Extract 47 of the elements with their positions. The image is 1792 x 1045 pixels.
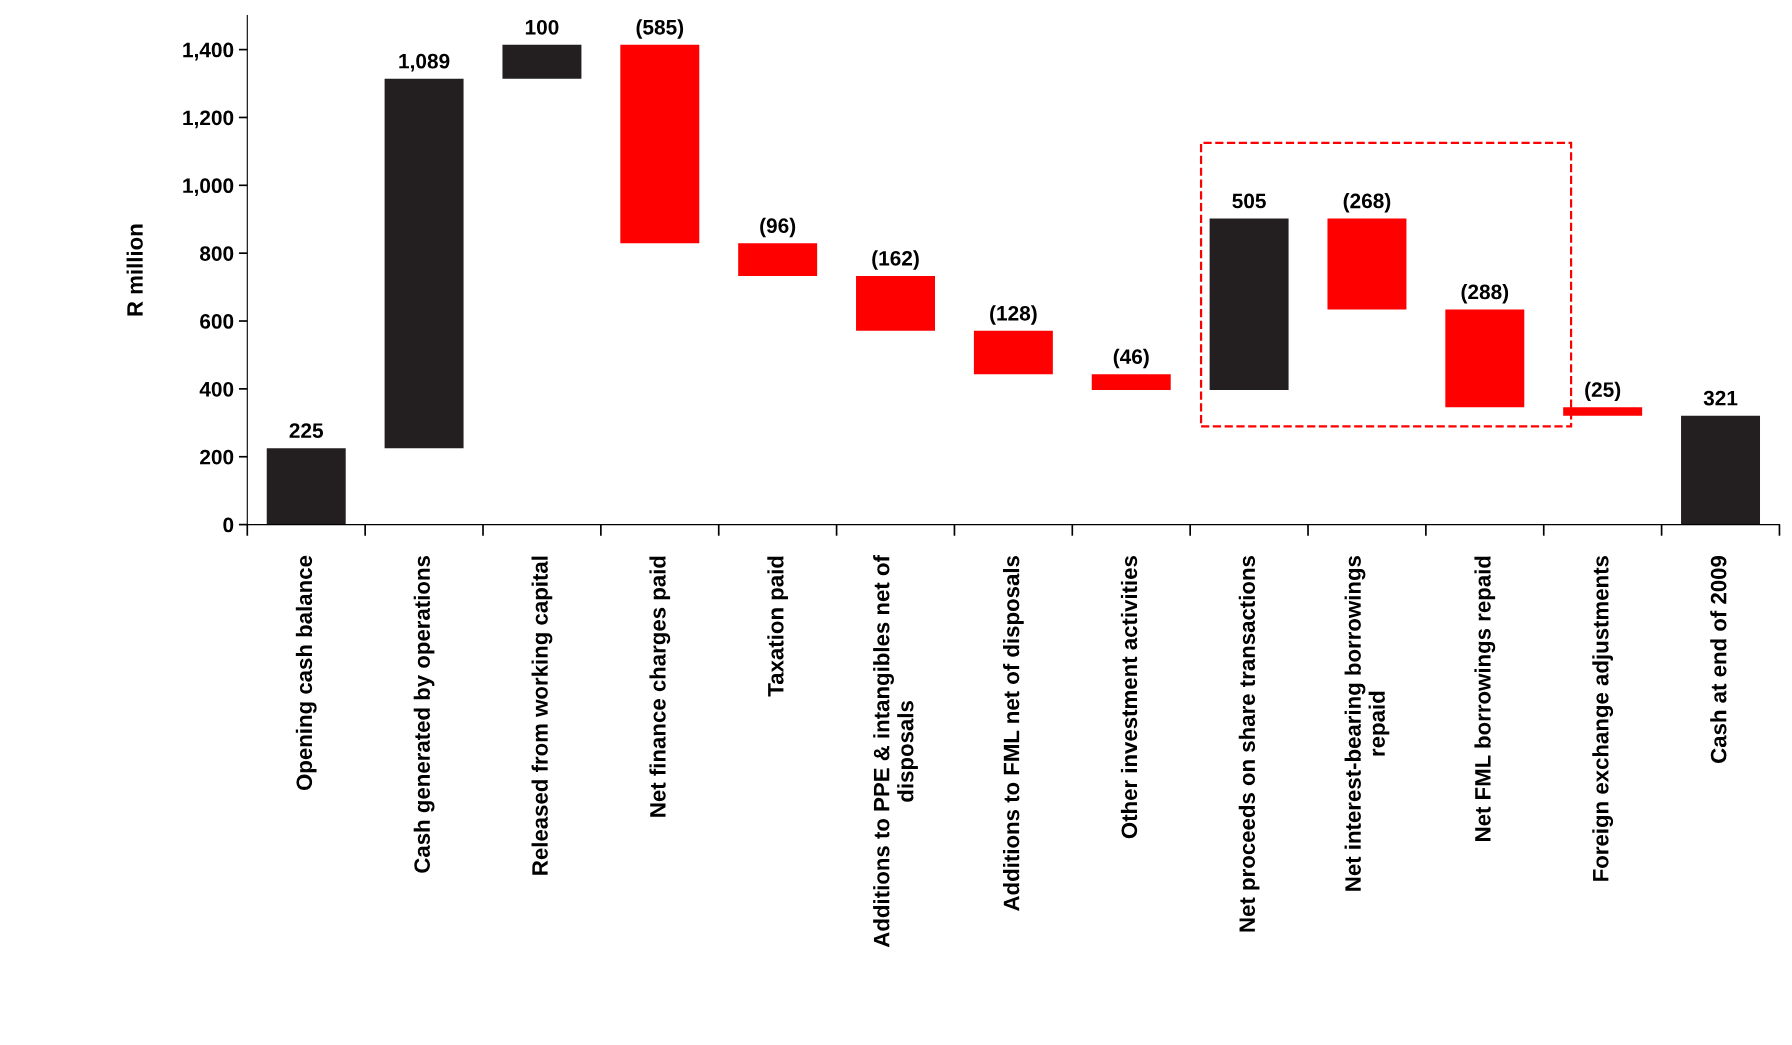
y-tick-label: 1,400 <box>183 42 234 61</box>
bar <box>856 275 935 331</box>
y-tick-label: 600 <box>200 314 234 329</box>
bar <box>1091 374 1171 390</box>
data-label: (96) <box>760 217 796 238</box>
bar <box>1681 415 1761 525</box>
data-label: (128) <box>990 305 1037 325</box>
y-tick-label: 200 <box>200 449 234 465</box>
data-label: 505 <box>1232 193 1266 209</box>
data-label: (162) <box>872 250 919 270</box>
y-tick-label: 1,000 <box>183 178 234 197</box>
x-tick-label: Net proceeds on share transactions <box>1238 556 1260 932</box>
x-tick-label: Other investment activities <box>1120 556 1138 839</box>
y-tick-label: 1,200 <box>183 110 234 129</box>
data-label: (288) <box>1461 283 1509 304</box>
bar <box>973 330 1053 375</box>
data-label: (25) <box>1585 381 1621 402</box>
bar <box>1209 218 1289 390</box>
data-label: 321 <box>1703 390 1738 406</box>
x-tick-label: Cash at end of 2009 <box>1710 555 1727 763</box>
bar <box>1445 309 1525 408</box>
x-tick-label: Foreign exchange adjustments <box>1592 556 1614 881</box>
y-tick-label: 0 <box>223 517 234 533</box>
bar <box>1327 218 1407 310</box>
x-tick-label: Released from working capital <box>531 556 553 875</box>
x-tick-label: Net interest-bearing borrowings repaid <box>1344 556 1390 891</box>
data-label: 1,089 <box>399 53 450 72</box>
data-label: 225 <box>289 423 324 439</box>
x-tick-label: Taxation paid <box>767 556 789 697</box>
y-axis-title: R million <box>126 224 143 316</box>
x-tick-label: Additions to FML net of disposals <box>1003 556 1024 911</box>
x-tick-label: Cash generated by operations <box>413 556 435 873</box>
bar <box>620 44 700 244</box>
x-tick-label: Opening cash balance <box>295 555 317 791</box>
x-tick-label: Net FML borrowings repaid <box>1474 556 1496 841</box>
data-label: (268) <box>1343 193 1391 213</box>
data-label: (585) <box>636 19 684 39</box>
bar <box>738 243 818 276</box>
y-tick-label: 800 <box>200 246 234 261</box>
bar <box>266 448 346 525</box>
data-label: (46) <box>1113 348 1149 369</box>
bar <box>502 44 582 79</box>
y-tick-label: 400 <box>199 381 234 397</box>
x-tick-label: Additions to PPE & intangibles net of disposals <box>873 555 918 948</box>
x-tick-label: Net finance charges paid <box>649 556 671 817</box>
bar <box>384 78 464 449</box>
data-label: 100 <box>525 19 559 35</box>
